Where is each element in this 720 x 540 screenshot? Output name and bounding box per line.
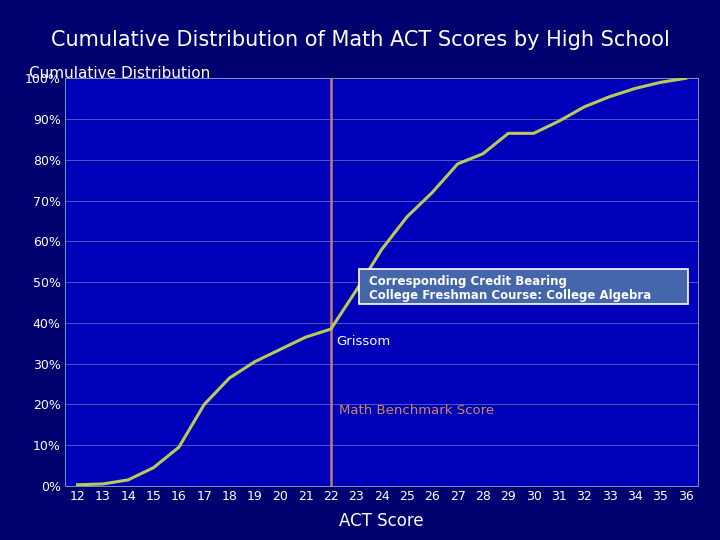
Text: Grissom: Grissom	[336, 335, 390, 348]
Text: Cumulative Distribution of Math ACT Scores by High School: Cumulative Distribution of Math ACT Scor…	[50, 30, 670, 50]
X-axis label: ACT Score: ACT Score	[339, 511, 424, 530]
Text: Math Benchmark Score: Math Benchmark Score	[338, 404, 494, 417]
FancyBboxPatch shape	[359, 269, 688, 303]
Text: Corresponding Credit Bearing: Corresponding Credit Bearing	[369, 275, 567, 288]
Text: Cumulative Distribution: Cumulative Distribution	[29, 66, 210, 81]
Text: College Freshman Course: College Algebra: College Freshman Course: College Algebra	[369, 289, 651, 302]
